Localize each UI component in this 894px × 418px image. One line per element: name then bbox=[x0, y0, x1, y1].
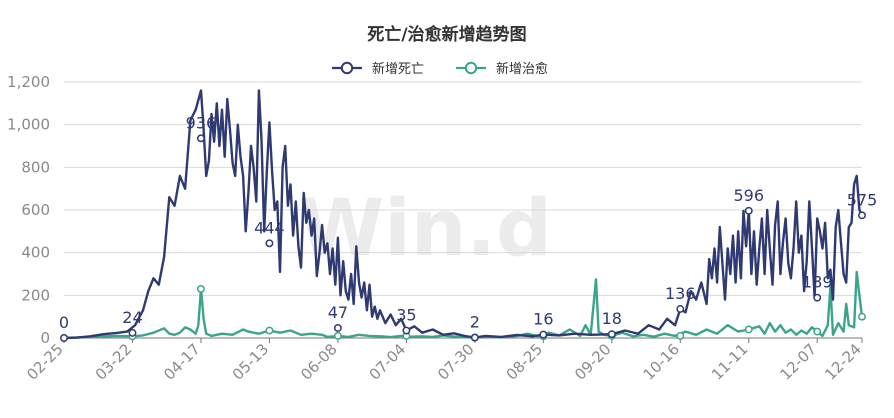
x-tick-label: 05-13 bbox=[229, 340, 273, 384]
death-point-marker[interactable] bbox=[128, 328, 137, 337]
cured-point-marker[interactable] bbox=[333, 331, 342, 340]
x-tick-label: 10-16 bbox=[640, 340, 684, 384]
death-point-marker[interactable] bbox=[197, 134, 205, 143]
death-point-marker[interactable] bbox=[607, 330, 616, 339]
death-point-marker[interactable] bbox=[858, 211, 866, 220]
death-point-marker[interactable] bbox=[60, 334, 68, 342]
death-data-label: 16 bbox=[533, 310, 553, 329]
legend-item-deaths[interactable]: 新增死亡 bbox=[372, 61, 424, 77]
death-point-marker[interactable] bbox=[813, 293, 822, 302]
death-data-label: 575 bbox=[847, 190, 878, 209]
x-tick-label: 08-25 bbox=[503, 340, 547, 384]
death-point-marker[interactable] bbox=[539, 330, 548, 339]
cured-point-marker[interactable] bbox=[813, 327, 822, 336]
series-line-cured bbox=[62, 270, 864, 340]
x-tick-label: 06-08 bbox=[297, 340, 341, 384]
y-tick-label: 1,000 bbox=[7, 116, 50, 134]
death-data-label: 24 bbox=[122, 308, 142, 327]
death-data-label: 0 bbox=[59, 313, 69, 332]
watermark-text: Win.d bbox=[298, 184, 552, 274]
x-tick-label: 07-04 bbox=[366, 340, 410, 384]
legend-marker bbox=[464, 61, 478, 75]
x-tick-label: 11-11 bbox=[708, 340, 752, 384]
cured-point-marker[interactable] bbox=[744, 325, 753, 334]
death-point-marker[interactable] bbox=[265, 239, 274, 248]
death-data-label: 2 bbox=[470, 313, 480, 332]
y-tick-label: 1,200 bbox=[7, 73, 50, 91]
x-tick-label: 03-22 bbox=[92, 340, 136, 384]
chart-title: 死亡/治愈新增趋势图 bbox=[367, 25, 527, 45]
y-tick-label: 400 bbox=[21, 244, 50, 262]
death-data-label: 35 bbox=[396, 306, 416, 325]
y-tick-label: 0 bbox=[40, 329, 50, 347]
death-point-marker[interactable] bbox=[744, 206, 753, 215]
y-tick-label: 200 bbox=[21, 286, 50, 304]
death-data-label: 936 bbox=[186, 113, 217, 132]
series-line-deaths bbox=[62, 89, 864, 340]
death-data-label: 47 bbox=[328, 303, 348, 322]
cured-point-marker[interactable] bbox=[858, 312, 866, 321]
legend-item-cured[interactable]: 新增治愈 bbox=[496, 61, 548, 77]
death-data-label: 444 bbox=[254, 218, 285, 237]
death-data-label: 136 bbox=[665, 284, 696, 303]
x-tick-label: 04-17 bbox=[160, 340, 204, 384]
y-tick-label: 800 bbox=[21, 158, 50, 176]
death-point-marker[interactable] bbox=[676, 305, 685, 313]
death-data-label: 18 bbox=[602, 309, 622, 328]
death-point-marker[interactable] bbox=[333, 324, 342, 332]
cured-point-marker[interactable] bbox=[197, 284, 205, 293]
x-tick-label: 12-24 bbox=[821, 340, 865, 384]
death-point-marker[interactable] bbox=[470, 333, 479, 342]
cured-point-marker[interactable] bbox=[265, 326, 274, 335]
cured-point-marker[interactable] bbox=[676, 331, 685, 340]
death-data-label: 189 bbox=[802, 273, 833, 292]
death-data-label: 596 bbox=[733, 186, 764, 205]
legend-marker bbox=[340, 61, 354, 75]
x-tick-label: 12-07 bbox=[777, 340, 821, 384]
y-tick-label: 600 bbox=[21, 201, 50, 219]
x-tick-label: 09-20 bbox=[571, 340, 615, 384]
death-point-marker[interactable] bbox=[402, 326, 411, 335]
x-tick-label: 07-30 bbox=[434, 340, 478, 384]
